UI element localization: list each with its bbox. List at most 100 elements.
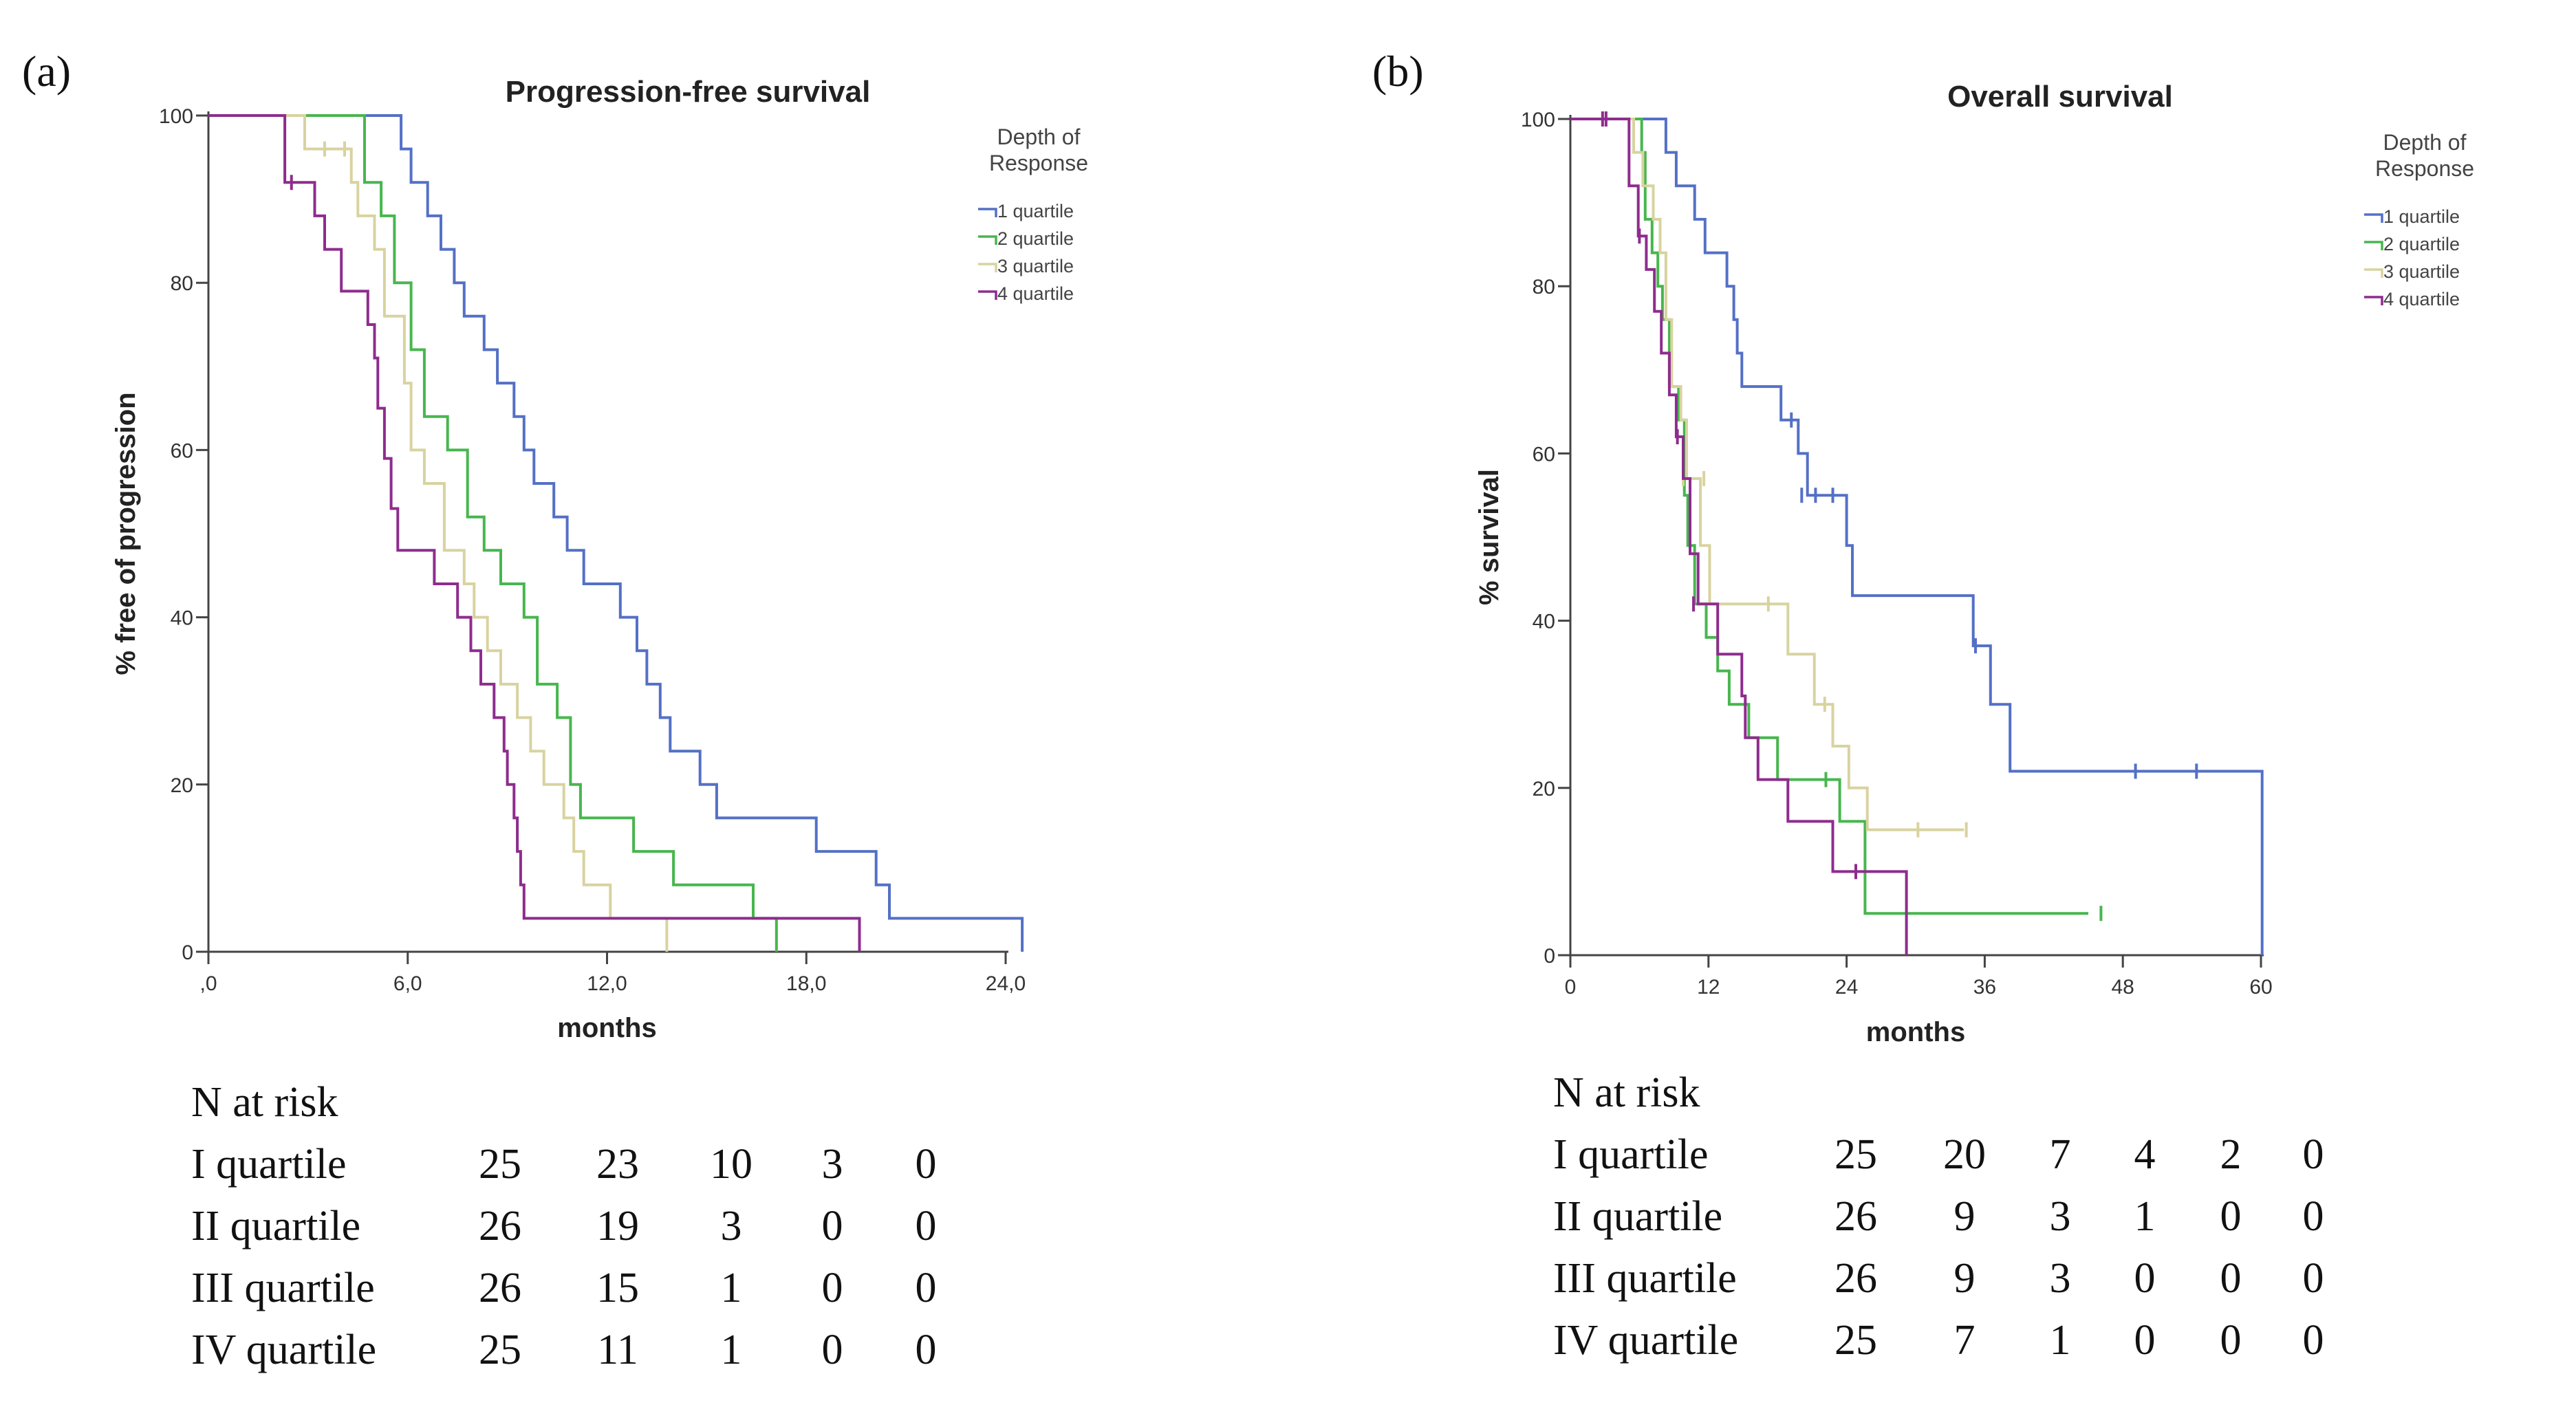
risk-cell: 0 [821,1265,843,1311]
x-tick-label: 12 [1697,976,1720,999]
legend-label: 4 quartile [2383,289,2460,309]
series-line-3 [208,114,669,952]
panel-a: (a) Progression-free survival 0 20 40 60 80 100… [22,47,1088,1043]
x-tick-label: ,0 [199,972,217,995]
x-tick-label: 36 [1973,976,1996,999]
series-line-4 [1570,118,1908,955]
x-tick-label: 60 [2249,976,2272,999]
legend-title: Depth of [2383,130,2467,155]
series-line-4 [208,114,861,952]
x-tick-label: 18,0 [786,972,826,995]
risk-cell: 15 [596,1265,639,1311]
x-axis-label: months [1866,1017,1965,1047]
risk-cell: 23 [596,1141,639,1188]
risk-cell: 25 [479,1327,521,1373]
x-tick-label: 0 [1565,976,1577,999]
y-tick-label: 60 [171,439,193,462]
x-tick-label: 48 [2112,976,2134,999]
risk-cell: 0 [915,1327,937,1373]
risk-cell: 0 [2134,1255,2156,1302]
legend-swatch [978,290,997,300]
risk-cell: 9 [1953,1193,1976,1240]
series-line-3 [1570,118,1965,831]
risk-row-label: I quartile [191,1141,347,1188]
legend-label: 2 quartile [997,228,1074,249]
x-tick-label: 12,0 [587,972,627,995]
panel-label: (a) [22,47,71,96]
y-tick-label: 80 [171,272,193,295]
chart-title: Overall survival [1947,80,2173,113]
risk-cell: 1 [720,1327,742,1373]
risk-cell: 0 [2134,1317,2156,1364]
risk-cell: 3 [720,1203,742,1250]
legend-swatch [2364,268,2383,278]
x-tick-label: 24 [1835,976,1858,999]
y-tick-label: 20 [171,774,193,797]
risk-cell: 0 [2302,1317,2324,1364]
legend-swatch [2364,241,2383,250]
legend-label: 1 quartile [997,201,1074,221]
y-tick-label: 40 [1533,611,1555,633]
series-line-2 [208,114,778,952]
y-axis-label: % free of progression [111,392,141,675]
risk-cell: 0 [821,1327,843,1373]
y-tick-label: 100 [1521,109,1555,131]
risk-cell: 2 [2220,1131,2242,1178]
risk-row-label: III quartile [1553,1255,1737,1302]
y-tick-label: 100 [159,105,193,128]
risk-cell: 4 [2134,1131,2156,1178]
y-tick-label: 60 [1533,443,1555,466]
legend-label: 2 quartile [2383,234,2460,254]
risk-cell: 25 [1834,1317,1877,1364]
legend-swatch [2364,296,2383,305]
y-tick-label: 20 [1533,778,1555,800]
risk-cell: 3 [2049,1255,2071,1302]
risk-cell: 26 [1834,1255,1877,1302]
risk-cell: 0 [2220,1255,2242,1302]
risk-cell: 1 [2049,1317,2071,1364]
risk-cell: 1 [720,1265,742,1311]
legend-label: 3 quartile [2383,261,2460,282]
risk-cell: 0 [915,1265,937,1311]
risk-cell: 0 [821,1203,843,1250]
risk-cell: 20 [1943,1131,1986,1178]
risk-cell: 1 [2134,1193,2156,1240]
legend-title: Depth of [997,124,1081,149]
chart-title: Progression-free survival [506,75,871,109]
legend-swatch [2364,213,2383,223]
risk-cell: 10 [710,1141,753,1188]
risk-cell: 0 [2220,1193,2242,1240]
x-axis-label: months [557,1013,656,1043]
legend-swatch [978,235,997,245]
legend-swatch [978,263,997,272]
panel-label: (b) [1372,47,1424,96]
risk-cell: 19 [596,1203,639,1250]
risk-cell: 0 [2220,1317,2242,1364]
risk-row-label: IV quartile [191,1327,377,1373]
risk-cell: 0 [915,1141,937,1188]
panel-b: (b) Overall survival 0 20 40 60 80 100 0 12 24 36 48… [1372,47,2474,1047]
risk-cell: 3 [821,1141,843,1188]
risk-cell: 9 [1953,1255,1976,1302]
legend-label: 4 quartile [997,283,1074,304]
risk-row-label: IV quartile [1553,1317,1739,1364]
risk-table-title: N at risk [191,1079,338,1126]
risk-row-label: II quartile [191,1203,361,1250]
risk-cell: 7 [2049,1131,2071,1178]
risk-cell: 0 [2302,1255,2324,1302]
y-tick-label: 40 [171,607,193,630]
risk-cell: 25 [1834,1131,1877,1178]
x-tick-label: 6,0 [393,972,422,995]
risk-cell: 26 [479,1265,521,1311]
legend-label: 1 quartile [2383,206,2460,227]
series-line-1 [208,114,1024,952]
risk-cell: 0 [2302,1131,2324,1178]
risk-row-label: III quartile [191,1265,375,1311]
risk-table-title: N at risk [1553,1069,1700,1116]
risk-cell: 25 [479,1141,521,1188]
y-tick-label: 0 [1544,945,1555,968]
